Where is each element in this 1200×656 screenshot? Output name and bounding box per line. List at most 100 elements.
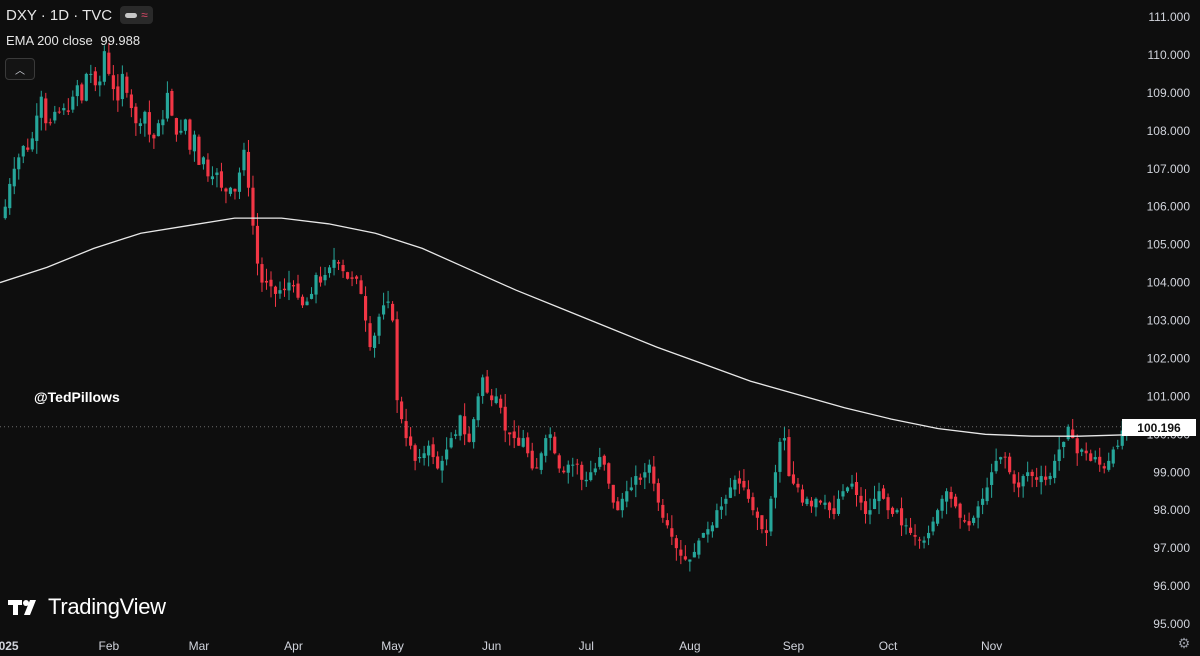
candle-body xyxy=(206,159,210,177)
chart-type-toggle[interactable]: ≈ xyxy=(120,6,153,24)
candle-body xyxy=(1062,441,1066,448)
gear-icon[interactable]: ⚙ xyxy=(1177,635,1191,651)
candle-body xyxy=(782,438,787,441)
candle-body xyxy=(368,323,372,348)
candle-body xyxy=(634,476,638,485)
symbol-title[interactable]: DXY · 1D · TVC xyxy=(6,6,113,24)
candle-body xyxy=(854,481,859,496)
candle-body xyxy=(224,188,228,192)
candle-body xyxy=(458,415,462,436)
candle-body xyxy=(575,463,579,465)
candle-body xyxy=(647,464,651,473)
candle-body xyxy=(863,501,868,514)
x-tick-label: Apr xyxy=(284,639,303,653)
candle-body xyxy=(670,528,674,537)
candle-body xyxy=(616,501,620,511)
candle-body xyxy=(345,272,350,279)
candle-body xyxy=(314,274,318,295)
candle-body xyxy=(98,81,102,86)
candle-body xyxy=(814,498,818,508)
candle-body xyxy=(269,279,273,287)
candle-body xyxy=(692,551,696,558)
candle-body xyxy=(530,450,534,469)
candle-body xyxy=(791,474,796,484)
pill-icon xyxy=(125,12,138,18)
candle-body xyxy=(832,508,836,514)
chevron-up-icon: ︿ xyxy=(15,65,25,77)
candle-body xyxy=(1107,460,1111,470)
y-tick-label: 108.000 xyxy=(1147,124,1191,138)
candle-body xyxy=(972,517,976,523)
candle-body xyxy=(526,437,530,454)
collapse-legend-button[interactable]: ︿ xyxy=(5,58,35,80)
candle-body xyxy=(278,290,282,294)
candle-body xyxy=(990,472,994,485)
x-tick-label: Sep xyxy=(783,639,805,653)
candle-body xyxy=(30,138,34,150)
candle-body xyxy=(57,111,61,113)
candle-body xyxy=(598,457,602,467)
candle-body xyxy=(305,301,309,306)
candle-body xyxy=(521,438,525,447)
candle-body xyxy=(1098,456,1102,465)
candle-body xyxy=(607,463,611,484)
candle-body xyxy=(382,305,386,315)
candle-body xyxy=(602,455,606,465)
candle-body xyxy=(120,73,124,100)
candle-body xyxy=(1080,449,1084,452)
candle-body xyxy=(895,510,899,513)
candle-body xyxy=(778,441,782,472)
x-tick-label: Jun xyxy=(482,639,501,653)
candle-body xyxy=(904,525,908,527)
y-tick-label: 102.000 xyxy=(1147,351,1191,365)
ema-label: EMA 200 close xyxy=(6,33,93,48)
candle-body xyxy=(93,71,97,86)
candle-body xyxy=(584,479,588,482)
candle-body xyxy=(404,421,408,439)
candle-body xyxy=(445,449,449,460)
candle-body xyxy=(400,401,404,420)
candle-body xyxy=(715,510,719,528)
candle-body xyxy=(111,75,115,90)
candle-body xyxy=(386,301,390,303)
candle-body xyxy=(39,96,43,118)
candle-body xyxy=(174,118,178,135)
candle-body xyxy=(620,498,624,511)
candle-body xyxy=(125,76,129,93)
candle-body xyxy=(1075,438,1079,454)
candle-body xyxy=(134,106,138,124)
candle-body xyxy=(300,296,305,306)
candle-body xyxy=(1039,476,1043,483)
y-tick-label: 109.000 xyxy=(1147,86,1191,100)
candle-body xyxy=(12,168,16,187)
candle-body xyxy=(233,188,237,192)
candle-body xyxy=(494,396,498,403)
candle-body xyxy=(1084,450,1088,454)
candle-body xyxy=(963,520,967,522)
candle-body xyxy=(291,285,296,287)
candle-body xyxy=(683,556,687,560)
candle-body xyxy=(503,406,507,431)
candle-body xyxy=(760,515,764,530)
candle-body xyxy=(548,434,552,438)
x-tick-label: May xyxy=(381,639,404,653)
candle-body xyxy=(17,157,21,170)
candle-body xyxy=(467,433,471,442)
candle-body xyxy=(746,489,750,499)
candle-body xyxy=(940,498,944,511)
candle-body xyxy=(1030,471,1034,477)
candle-body xyxy=(908,527,913,533)
candle-body xyxy=(656,483,660,503)
candle-body xyxy=(999,457,1003,460)
ema-legend[interactable]: EMA 200 close 99.988 xyxy=(6,33,140,48)
candle-body xyxy=(823,502,827,505)
candle-body xyxy=(413,445,417,461)
candle-body xyxy=(913,535,917,537)
candle-body xyxy=(44,98,48,124)
candle-body xyxy=(976,506,980,518)
candle-body xyxy=(449,438,453,448)
y-tick-label: 96.000 xyxy=(1153,579,1190,593)
candle-body xyxy=(192,134,196,152)
tradingview-logo[interactable]: TradingView xyxy=(8,594,166,620)
